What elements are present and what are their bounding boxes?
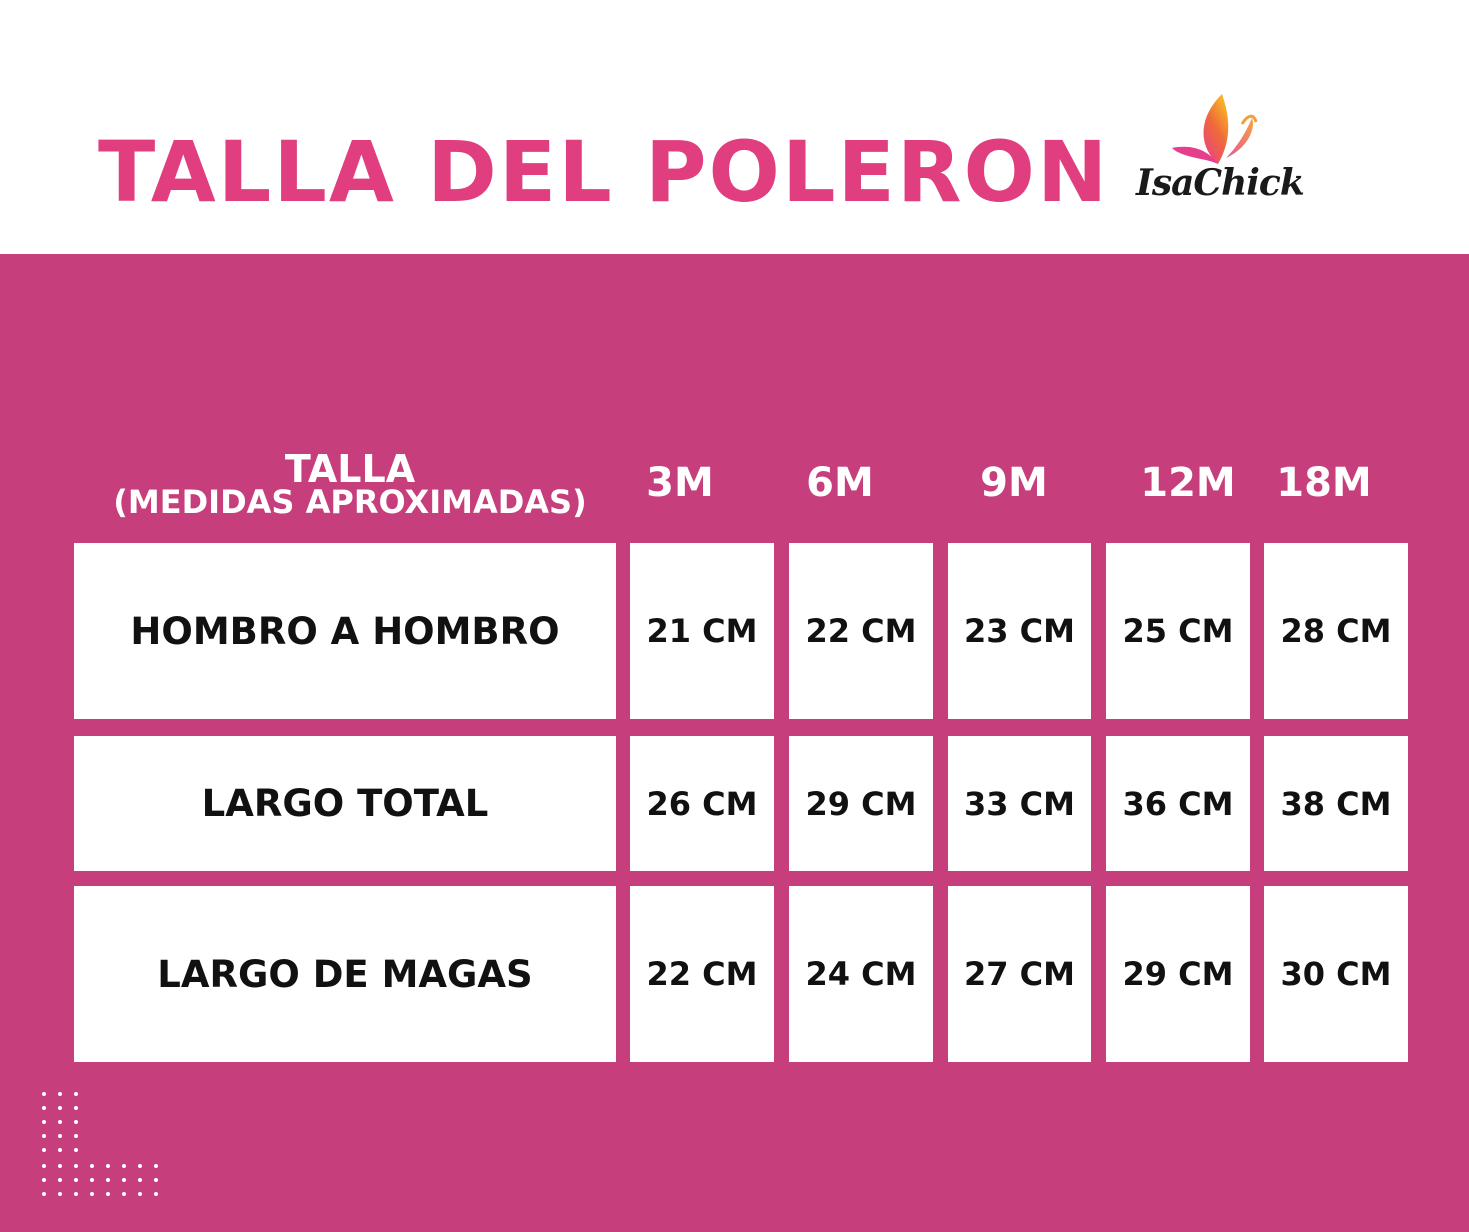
size-header-9m: 9M: [980, 460, 1048, 506]
size-header-18m: 18M: [1276, 460, 1372, 506]
cell-shoulder-6m: 22 CM: [789, 543, 933, 719]
cell-total-length-12m: 36 CM: [1106, 736, 1250, 871]
size-header-label: TALLA: [284, 447, 416, 491]
row-label-shoulder: HOMBRO A HOMBRO: [74, 543, 616, 719]
size-header-sublabel: (MEDIDAS APROXIMADAS): [113, 483, 587, 521]
cell-shoulder-9m: 23 CM: [948, 543, 1091, 719]
cell-shoulder-3m: 21 CM: [630, 543, 774, 719]
cell-sleeve-length-18m: 30 CM: [1264, 886, 1408, 1062]
page-title: TALLA DEL POLERON: [98, 123, 1110, 221]
cell-total-length-9m: 33 CM: [948, 736, 1091, 871]
cell-sleeve-length-9m: 27 CM: [948, 886, 1091, 1062]
logo-text: IsaChick: [1136, 162, 1305, 204]
size-header-3m: 3M: [646, 460, 714, 506]
size-header-12m: 12M: [1140, 460, 1236, 506]
cell-total-length-3m: 26 CM: [630, 736, 774, 871]
size-header-6m: 6M: [806, 460, 874, 506]
header: TALLA DEL POLERON IsaChick: [0, 0, 1469, 254]
cell-shoulder-12m: 25 CM: [1106, 543, 1250, 719]
cell-total-length-6m: 29 CM: [789, 736, 933, 871]
butterfly-logo-icon: [1172, 94, 1258, 164]
cell-sleeve-length-3m: 22 CM: [630, 886, 774, 1062]
cell-shoulder-18m: 28 CM: [1264, 543, 1408, 719]
cell-sleeve-length-12m: 29 CM: [1106, 886, 1250, 1062]
brand-logo: IsaChick: [1130, 88, 1305, 218]
decorative-dot-grid-icon: [42, 1092, 158, 1196]
cell-sleeve-length-6m: 24 CM: [789, 886, 933, 1062]
cell-total-length-18m: 38 CM: [1264, 736, 1408, 871]
row-label-sleeve-length: LARGO DE MAGAS: [74, 886, 616, 1062]
row-label-total-length: LARGO TOTAL: [74, 736, 616, 871]
